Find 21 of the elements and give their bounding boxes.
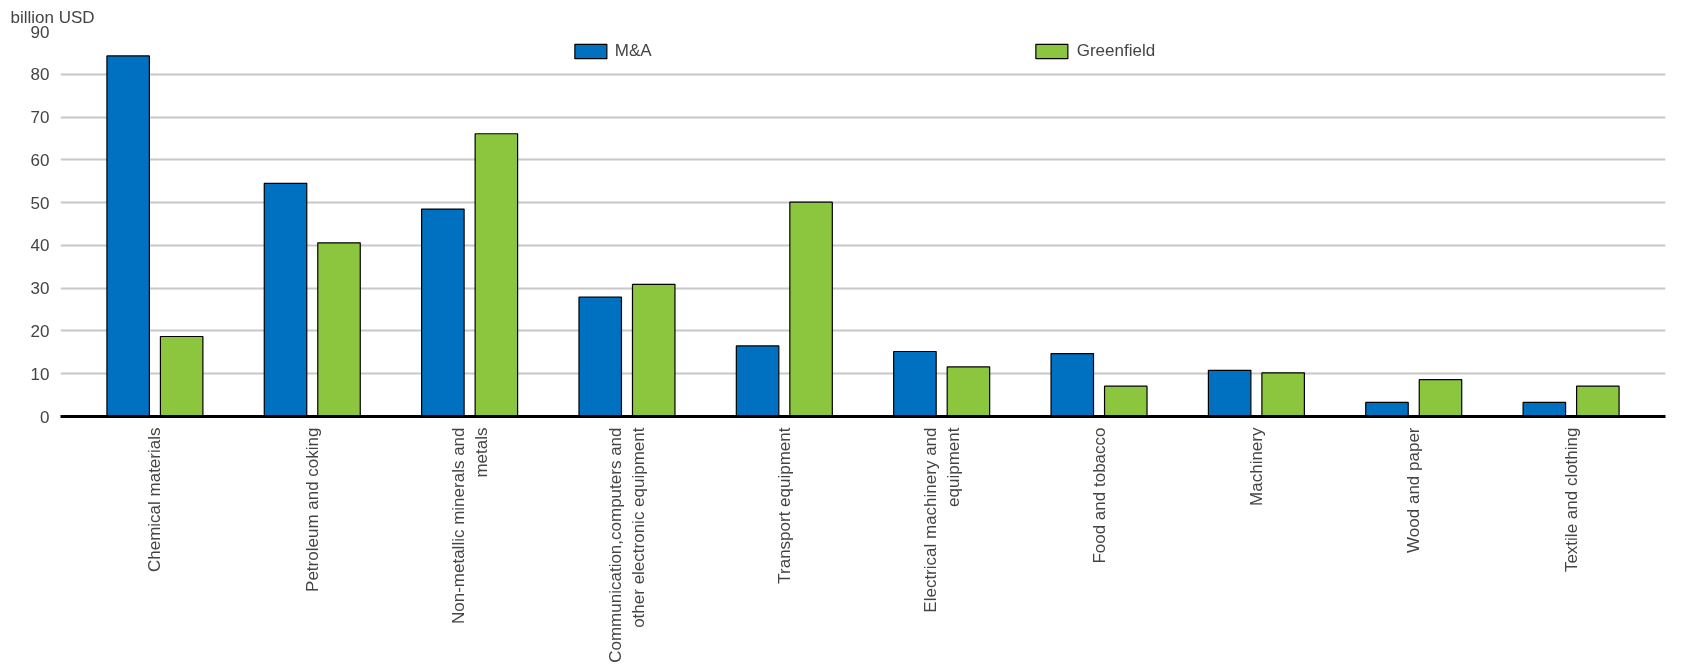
x-tick-label: Chemical materials	[145, 427, 165, 573]
x-tick-label: Food and tobacco	[1089, 427, 1109, 564]
x-tick-label: Communication,computers and other electronic equipment	[606, 427, 648, 663]
y-tick-label: 30	[30, 279, 50, 299]
y-tick-label: 10	[30, 364, 50, 384]
y-tick-label: 50	[30, 193, 50, 213]
x-tick-label: Wood and paper	[1404, 427, 1424, 553]
y-tick-label: 70	[30, 108, 50, 128]
x-tick-label: Non-metallic minerals and metals	[448, 427, 491, 625]
y-tick-label: 60	[30, 150, 50, 170]
x-tick-label: Transport equipment	[774, 427, 794, 584]
x-tick-label: Machinery	[1246, 427, 1266, 506]
x-tick-label: Textile and clothing	[1561, 427, 1581, 573]
x-tick-label: Petroleum and coking	[302, 427, 322, 592]
legend-label: Greenfield	[1076, 41, 1156, 61]
y-tick-label: 20	[30, 321, 50, 341]
legend-label: M&A	[614, 41, 652, 61]
y-tick-label: 40	[30, 236, 50, 256]
y-tick-label: 80	[30, 65, 50, 85]
x-tick-label: Electrical machinery and equipment	[920, 427, 963, 613]
y-tick-label: 0	[40, 407, 50, 427]
